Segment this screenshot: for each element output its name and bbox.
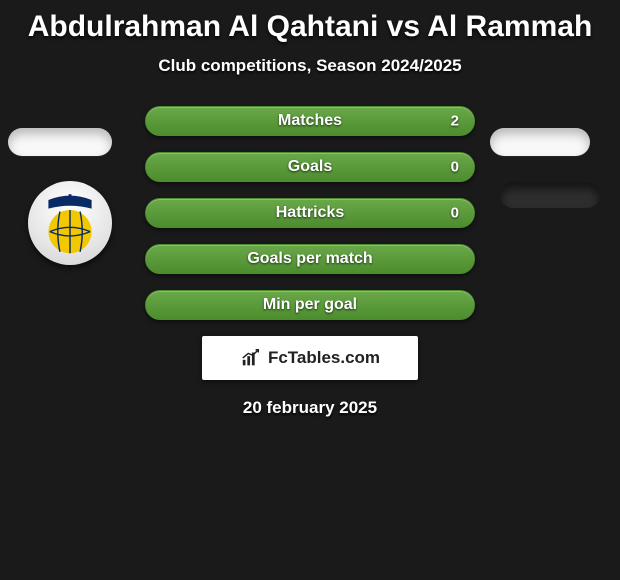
stat-row: Goals per match xyxy=(145,244,475,274)
stat-value-right: 2 xyxy=(451,113,459,130)
stat-label: Goals per match xyxy=(247,250,372,268)
brand-box[interactable]: FcTables.com xyxy=(202,336,418,380)
player-right-pill-top xyxy=(490,128,590,156)
bar-chart-icon xyxy=(240,347,262,369)
stat-value-right: 0 xyxy=(451,159,459,176)
stat-label: Min per goal xyxy=(263,296,357,314)
brand-text: FcTables.com xyxy=(268,348,380,368)
page-title: Abdulrahman Al Qahtani vs Al Rammah xyxy=(0,10,620,44)
team-crest-icon xyxy=(34,187,106,259)
stat-row: Min per goal xyxy=(145,290,475,320)
player-left-pill xyxy=(8,128,112,156)
comparison-card: Abdulrahman Al Qahtani vs Al Rammah Club… xyxy=(0,0,620,580)
subtitle: Club competitions, Season 2024/2025 xyxy=(0,56,620,76)
team-badge xyxy=(28,181,112,265)
date-text: 20 february 2025 xyxy=(0,398,620,418)
stat-label: Goals xyxy=(288,158,332,176)
stat-row: Hattricks 0 xyxy=(145,198,475,228)
stat-value-right: 0 xyxy=(451,205,459,222)
stats-area: Matches 2 Goals 0 Hattricks 0 Goals per match M… xyxy=(0,106,620,418)
stat-label: Matches xyxy=(278,112,342,130)
stat-row: Goals 0 xyxy=(145,152,475,182)
stat-row: Matches 2 xyxy=(145,106,475,136)
player-right-pill-bottom xyxy=(500,182,600,208)
stat-label: Hattricks xyxy=(276,204,344,222)
